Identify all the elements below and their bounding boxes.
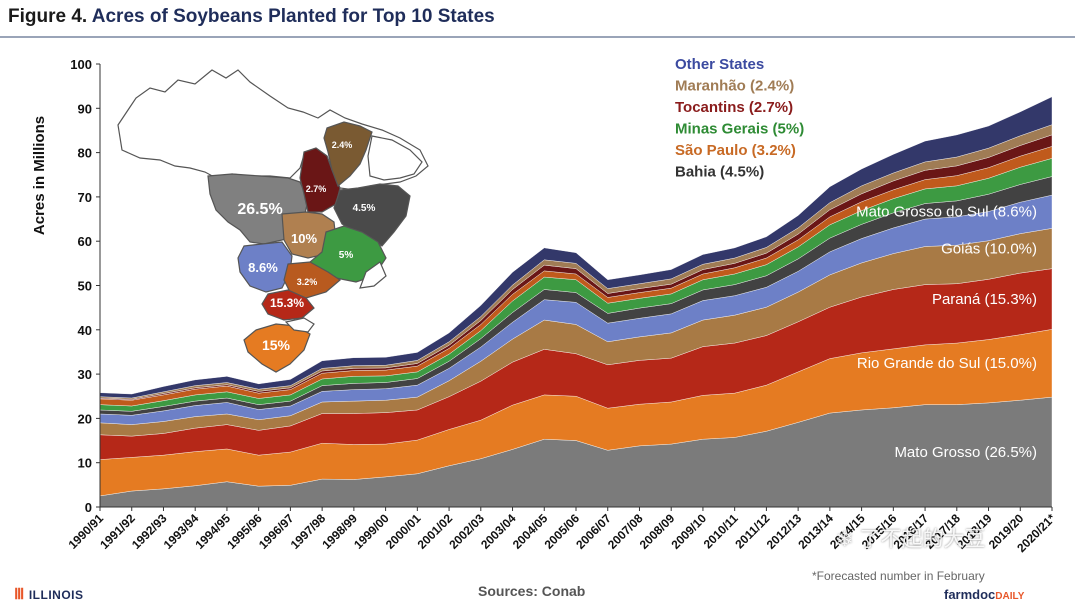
legend-item-maranhao-2-4: Maranhão (2.4%) bbox=[675, 78, 794, 95]
map-share-label: 4.5% bbox=[353, 203, 376, 214]
y-tick-label: 90 bbox=[78, 101, 92, 116]
map-region-santa-catarina bbox=[284, 317, 315, 333]
y-tick-label: 100 bbox=[70, 57, 92, 72]
map-share-label: 10% bbox=[291, 231, 317, 246]
map-region-maranhao bbox=[323, 121, 373, 188]
university-logo: Ⅲ ILLINOIS bbox=[14, 585, 84, 603]
legend-item-bahia-4-5: Bahia (4.5%) bbox=[675, 164, 764, 181]
series-label-parana: Paraná (15.3%) bbox=[932, 291, 1037, 308]
brand-logo: farmdocDAILY bbox=[944, 587, 1024, 602]
map-region-mato-grosso-do-sul bbox=[237, 241, 293, 293]
y-tick-label: 20 bbox=[78, 411, 92, 426]
map-share-label: 15% bbox=[262, 337, 291, 353]
map-share-label: 5% bbox=[339, 250, 354, 261]
y-tick-label: 40 bbox=[78, 323, 92, 338]
map-region-east-coast bbox=[367, 135, 423, 181]
figure-title-text: Acres of Soybeans Planted for Top 10 Sta… bbox=[91, 6, 495, 27]
legend-item-other-states: Other States bbox=[675, 56, 764, 73]
legend: Other States Maranhão (2.4%) Tocantins (2.… bbox=[675, 56, 804, 181]
brand-main: farmdoc bbox=[944, 587, 996, 602]
figure-number: Figure 4. bbox=[8, 6, 88, 27]
area-layers bbox=[99, 96, 1053, 508]
map-region-sao-paulo bbox=[283, 261, 341, 299]
map-share-label: 2.7% bbox=[306, 184, 327, 194]
y-tick-label: 50 bbox=[78, 279, 92, 294]
y-axis-title: Acres in Millions bbox=[31, 116, 48, 235]
legend-item-sao-paulo-3-2: São Paulo (3.2%) bbox=[675, 142, 796, 159]
watermark-icon: ❄ bbox=[836, 528, 854, 551]
watermark-text: 了不起的大豆 bbox=[859, 528, 986, 551]
university-name: ILLINOIS bbox=[28, 588, 84, 602]
y-tick-label: 0 bbox=[85, 500, 92, 515]
sources-note: Sources: Conab bbox=[478, 583, 586, 599]
y-tick-label: 70 bbox=[78, 190, 92, 205]
map-region-bahia bbox=[333, 183, 411, 247]
watermark: ❄ 了不起的大豆 bbox=[836, 523, 985, 553]
y-tick-label: 60 bbox=[78, 234, 92, 249]
figure-title: Figure 4. Acres of Soybeans Planted for … bbox=[8, 6, 495, 28]
title-divider bbox=[0, 36, 1075, 38]
map-share-label: 15.3% bbox=[270, 296, 304, 310]
y-tick-label: 80 bbox=[78, 146, 92, 161]
legend-item-tocantins-2-7: Tocantins (2.7%) bbox=[675, 99, 793, 116]
map-share-labels: 26.5% 2.4% 2.7% 4.5% 10% 5% 8.6% 3.2% 15.3% 15% bbox=[237, 140, 375, 353]
map-share-label: 3.2% bbox=[297, 277, 318, 287]
series-labels: Mato Grosso (26.5%) Rio Grande do Sul (15… bbox=[856, 204, 1037, 461]
map-region-southeast-coast bbox=[359, 261, 387, 289]
map-share-label: 26.5% bbox=[237, 201, 282, 218]
x-tick-label: 2009/10 bbox=[668, 511, 709, 552]
map-share-label: 8.6% bbox=[248, 260, 278, 275]
legend-item-minas-gerais-5: Minas Gerais (5%) bbox=[675, 121, 804, 138]
series-label-rio-grande-do-sul: Rio Grande do Sul (15.0%) bbox=[857, 355, 1037, 372]
illinois-i-icon: Ⅲ bbox=[14, 586, 25, 603]
brand-sub: DAILY bbox=[995, 591, 1025, 602]
series-label-goias: Goiás (10.0%) bbox=[941, 241, 1037, 258]
series-label-mato-grosso-do-sul: Mato Grosso do Sul (8.6%) bbox=[856, 204, 1037, 221]
brazil-map-inset: 26.5% 2.4% 2.7% 4.5% 10% 5% 8.6% 3.2% 15.3% 15% bbox=[117, 69, 429, 373]
series-label-mato-grosso: Mato Grosso (26.5%) bbox=[894, 444, 1037, 461]
y-tick-label: 30 bbox=[78, 367, 92, 382]
area-other-states bbox=[99, 96, 1053, 399]
y-tick-label: 10 bbox=[78, 456, 92, 471]
forecast-note: *Forecasted number in February bbox=[812, 569, 985, 583]
map-share-label: 2.4% bbox=[332, 140, 353, 150]
